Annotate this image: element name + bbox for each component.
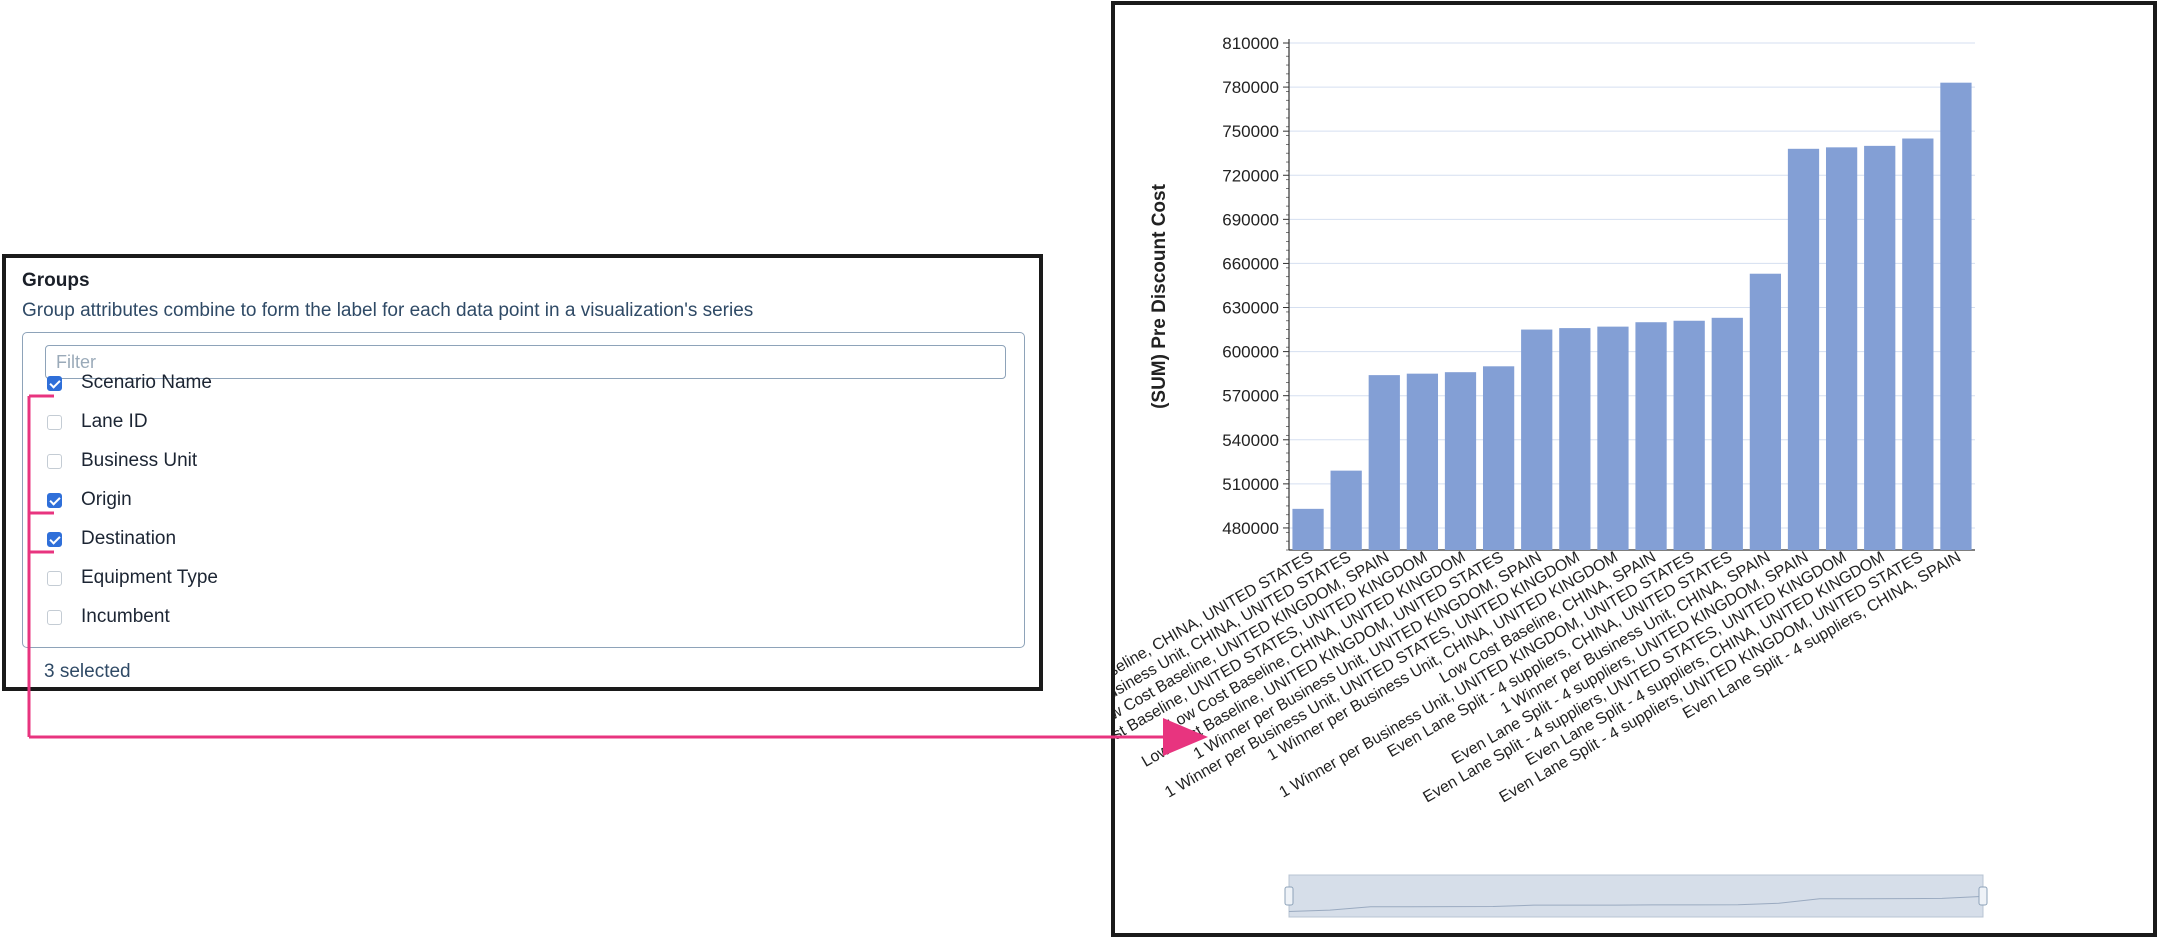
group-item-label: Lane ID	[81, 411, 148, 432]
scroller-right-handle[interactable]	[1978, 886, 1988, 906]
bar[interactable]	[1902, 138, 1934, 551]
y-tick-label: 690000	[1222, 210, 1279, 229]
y-tick-label: 570000	[1222, 387, 1279, 406]
bar[interactable]	[1787, 148, 1820, 550]
bar[interactable]	[1940, 82, 1972, 551]
checkbox-scenario-name[interactable]	[47, 375, 62, 391]
y-tick-label: 660000	[1222, 254, 1279, 273]
y-tick-label: 510000	[1222, 475, 1279, 494]
group-item-equipment-type[interactable]: Equipment Type	[47, 563, 218, 593]
y-tick-label: 480000	[1222, 519, 1279, 538]
bar[interactable]	[1330, 470, 1362, 550]
bar[interactable]	[1559, 328, 1591, 550]
checkbox-incumbent[interactable]	[47, 609, 62, 625]
checkbox-destination[interactable]	[47, 531, 62, 547]
group-item-label: Business Unit	[81, 450, 198, 471]
bar[interactable]	[1444, 372, 1477, 550]
group-attributes-list[interactable]: Scenario Name Lane ID Business Unit Origin D…	[22, 332, 1025, 648]
bar[interactable]	[1673, 320, 1705, 550]
chart-panel: 480000 510000 540000 570000 600000 630000 6600…	[1111, 1, 2157, 937]
bar[interactable]	[1825, 147, 1858, 551]
bar[interactable]	[1597, 326, 1629, 550]
scroller-preview-line	[1288, 895, 1984, 913]
groups-panel: Groups Group attributes combine to form …	[2, 254, 1043, 691]
bar[interactable]	[1368, 375, 1400, 550]
bar[interactable]	[1406, 373, 1439, 550]
y-axis-label: (SUM) Pre Discount Cost	[1149, 183, 1170, 409]
group-item-destination[interactable]: Destination	[47, 524, 176, 554]
checkbox-business-unit[interactable]	[47, 453, 62, 469]
groups-description: Group attributes combine to form the lab…	[22, 300, 754, 321]
chart-range-scroller[interactable]	[1284, 874, 1988, 918]
group-item-incumbent[interactable]: Incumbent	[47, 602, 170, 632]
group-item-lane-id[interactable]: Lane ID	[47, 407, 148, 437]
groups-title: Groups	[22, 270, 90, 291]
group-item-origin[interactable]: Origin	[47, 485, 132, 515]
checkbox-origin[interactable]	[47, 492, 62, 508]
group-item-label: Equipment Type	[81, 567, 218, 588]
group-item-label: Incumbent	[81, 606, 170, 627]
y-tick-label: 720000	[1222, 166, 1279, 185]
group-item-business-unit[interactable]: Business Unit	[47, 446, 197, 476]
y-tick-label: 750000	[1222, 122, 1279, 141]
bar[interactable]	[1521, 329, 1553, 550]
group-item-label: Destination	[81, 528, 177, 549]
y-tick-label: 810000	[1222, 34, 1279, 53]
bar[interactable]	[1482, 366, 1515, 550]
group-item-label: Origin	[81, 489, 132, 510]
group-item-scenario-name[interactable]: Scenario Name	[47, 368, 212, 398]
y-tick-label: 780000	[1222, 78, 1279, 97]
bar-chart: 480000 510000 540000 570000 600000 630000 6600…	[1115, 34, 1988, 918]
filter-input[interactable]	[45, 345, 1006, 379]
group-item-label: Scenario Name	[81, 372, 212, 393]
y-tick-label: 630000	[1222, 299, 1279, 318]
y-tick-label: 540000	[1222, 431, 1279, 450]
bar[interactable]	[1749, 273, 1782, 550]
bar[interactable]	[1864, 145, 1896, 550]
bar[interactable]	[1635, 322, 1667, 550]
scroller-track[interactable]	[1288, 874, 1984, 918]
selected-count: 3 selected	[44, 661, 131, 682]
checkbox-equipment-type[interactable]	[47, 570, 62, 586]
y-tick-label: 600000	[1222, 343, 1279, 362]
scroller-left-handle[interactable]	[1284, 886, 1294, 906]
checkbox-lane-id[interactable]	[47, 414, 62, 430]
bar[interactable]	[1292, 508, 1324, 550]
bar[interactable]	[1711, 317, 1743, 550]
